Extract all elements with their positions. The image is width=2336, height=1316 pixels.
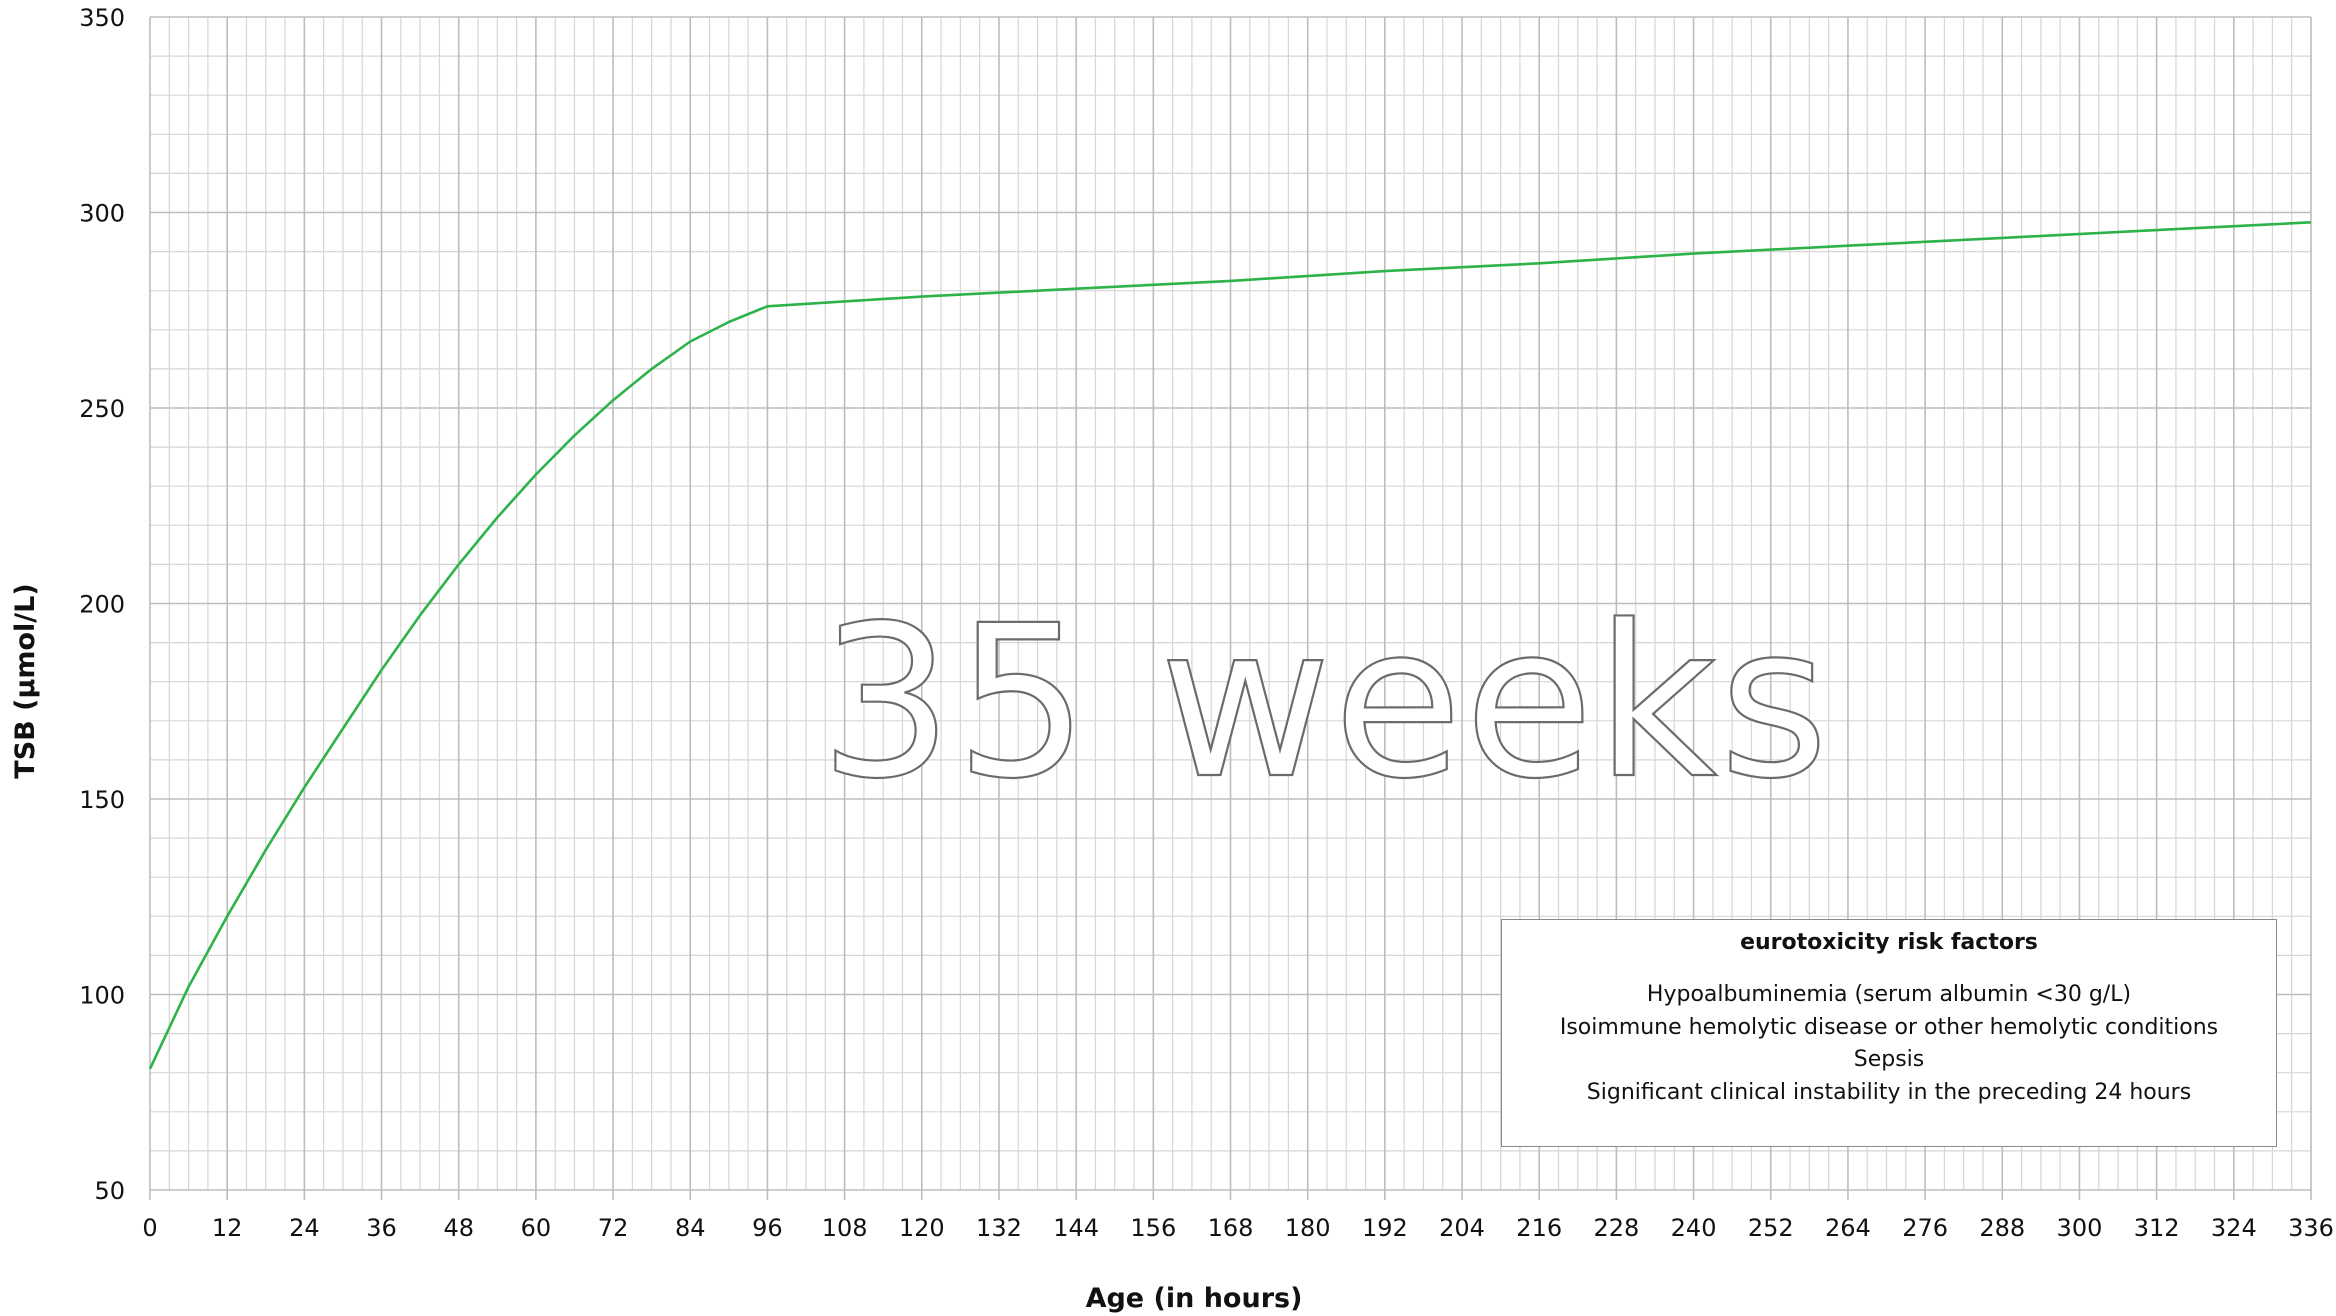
x-tick-label: 120 [899, 1214, 945, 1242]
x-tick-label: 72 [598, 1214, 629, 1242]
x-tick-label: 96 [752, 1214, 783, 1242]
y-tick-label: 300 [79, 200, 125, 228]
x-tick-label: 276 [1902, 1214, 1948, 1242]
x-tick-label: 204 [1439, 1214, 1485, 1242]
series-layer [148, 221, 2312, 1070]
watermark-text: 35 weeks [819, 580, 1830, 825]
y-tick-label: 50 [94, 1177, 125, 1205]
x-tick-label: 168 [1208, 1214, 1254, 1242]
x-tick-label: 300 [2057, 1214, 2103, 1242]
x-tick-label: 252 [1748, 1214, 1794, 1242]
x-tick-label: 192 [1362, 1214, 1408, 1242]
y-tick-label: 350 [79, 4, 125, 32]
x-tick-label: 144 [1053, 1214, 1099, 1242]
risk-factor-item: Hypoalbuminemia (serum albumin <30 g/L) [1646, 982, 2132, 1007]
risk-factor-item: Sepsis [1853, 1047, 1925, 1072]
x-tick-label: 216 [1516, 1214, 1562, 1242]
x-tick-label: 156 [1130, 1214, 1176, 1242]
x-tick-label: 24 [289, 1214, 320, 1242]
x-tick-label: 312 [2134, 1214, 2180, 1242]
x-tick-label: 48 [443, 1214, 474, 1242]
x-tick-label: 0 [142, 1214, 157, 1242]
x-tick-label: 84 [675, 1214, 706, 1242]
series-line [148, 221, 2312, 1070]
risk-factors-box: eurotoxicity risk factors Hypoalbuminemi… [1501, 919, 2277, 1147]
risk-factor-item: Significant clinical instability in the … [1586, 1079, 2192, 1105]
y-tick-label: 250 [79, 395, 125, 423]
y-axis-title: TSB (µmol/L) [10, 583, 41, 778]
x-tick-label: 264 [1825, 1214, 1871, 1242]
x-tick-label: 288 [1979, 1214, 2025, 1242]
x-tick-label: 60 [521, 1214, 552, 1242]
y-tick-label: 100 [79, 982, 125, 1010]
x-tick-label: 108 [822, 1214, 868, 1242]
x-tick-label: 12 [212, 1214, 243, 1242]
y-tick-labels: 50 100 150 200 250 300 350 [79, 4, 125, 1205]
y-tick-label: 150 [79, 786, 125, 814]
risk-factors-title: eurotoxicity risk factors [1740, 930, 2038, 955]
x-tick-labels: 0 12 24 36 48 60 72 84 96 108 120 132 144 156 168 180 19… [142, 1214, 2334, 1242]
x-tick-label: 132 [976, 1214, 1022, 1242]
x-tick-label: 228 [1593, 1214, 1639, 1242]
x-tick-label: 240 [1671, 1214, 1717, 1242]
risk-factor-item: Isoimmune hemolytic disease or other hem… [1559, 1014, 2219, 1040]
x-tick-label: 324 [2211, 1214, 2257, 1242]
major-gridlines [149, 16, 2312, 1200]
y-tick-label: 200 [79, 591, 125, 619]
x-tick-label: 36 [366, 1214, 397, 1242]
risk-factors-list: Hypoalbuminemia (serum albumin <30 g/L) … [1502, 979, 2276, 1109]
x-axis-title: Age (in hours) [1086, 1283, 1303, 1314]
x-tick-label: 336 [2288, 1214, 2334, 1242]
x-tick-label: 180 [1285, 1214, 1331, 1242]
